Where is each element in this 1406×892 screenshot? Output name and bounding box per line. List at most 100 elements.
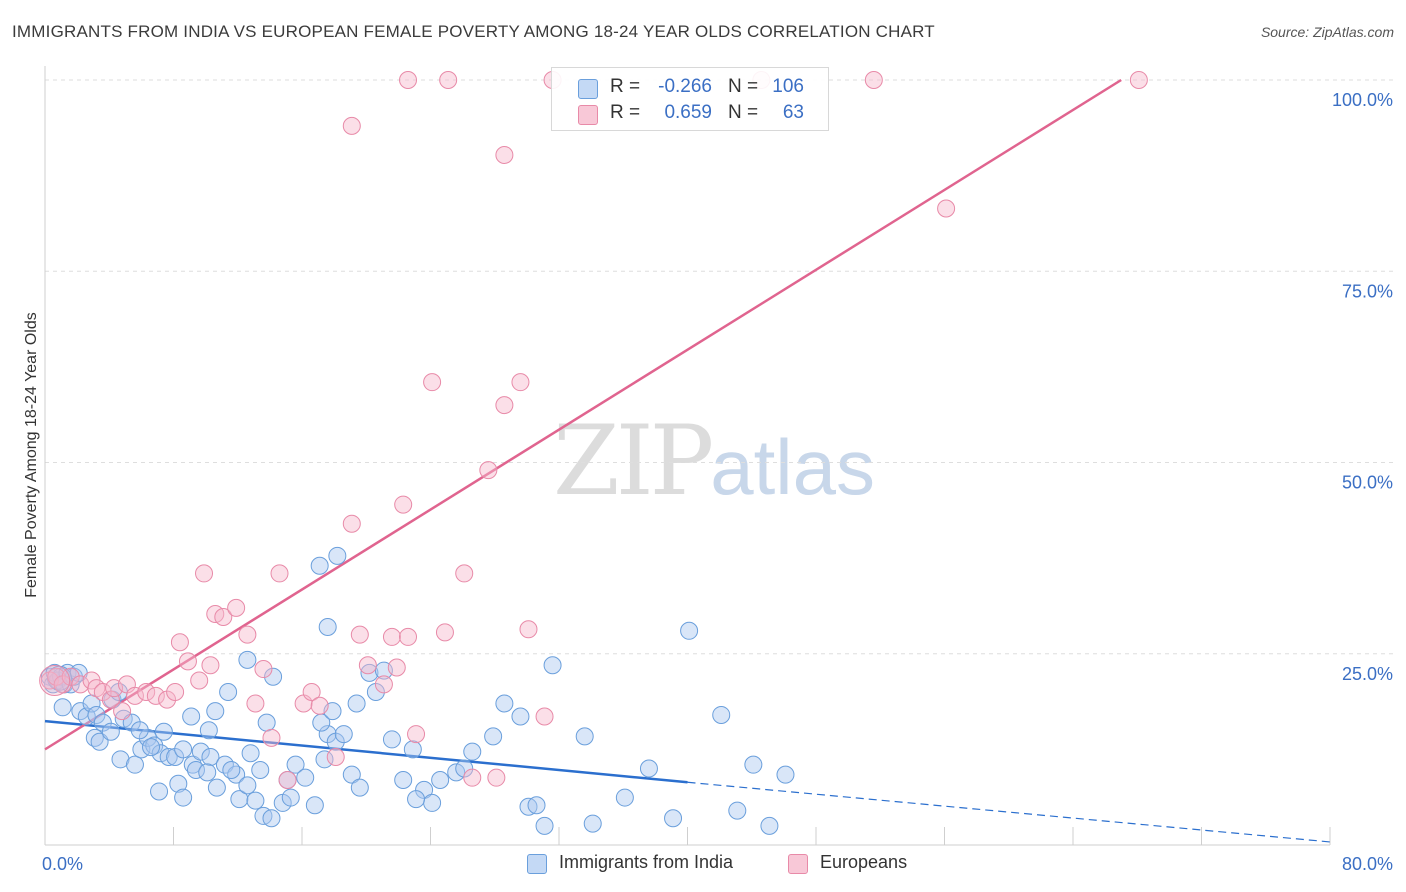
point-europeans-cluster: [39, 665, 71, 697]
point-europeans: [407, 725, 426, 744]
point-india: [241, 744, 260, 763]
point-europeans: [358, 656, 377, 675]
point-india: [423, 793, 442, 812]
series-europeans-points: [39, 71, 1148, 789]
point-europeans: [387, 658, 406, 677]
point-india: [334, 725, 353, 744]
point-india: [431, 770, 450, 789]
point-india: [664, 809, 683, 828]
watermark: ZIPatlas: [553, 405, 875, 517]
point-india: [150, 782, 169, 801]
point-india: [615, 788, 634, 807]
point-india: [407, 790, 426, 809]
point-europeans: [101, 690, 120, 709]
point-europeans: [113, 702, 132, 721]
point-europeans: [439, 71, 458, 89]
point-europeans: [201, 656, 220, 675]
point-india: [219, 683, 238, 701]
legend-r-value-europeans: 0.659: [664, 102, 712, 123]
point-india: [360, 663, 379, 682]
point-india: [305, 796, 324, 815]
point-europeans: [382, 627, 401, 646]
point-india: [394, 770, 413, 789]
point-india: [257, 713, 276, 732]
y-tick-label: 50.0%: [1342, 473, 1393, 493]
point-india: [262, 809, 281, 828]
y-tick-label: 25.0%: [1342, 664, 1393, 684]
watermark-atlas: atlas: [710, 423, 875, 511]
point-europeans: [47, 667, 66, 686]
point-europeans: [423, 373, 442, 392]
point-europeans: [342, 116, 361, 135]
chart-title: IMMIGRANTS FROM INDIA VS EUROPEAN FEMALE…: [12, 22, 935, 41]
point-europeans: [374, 675, 393, 694]
point-europeans: [342, 514, 361, 533]
bottom-legend-label-europeans: Europeans: [820, 852, 908, 872]
point-europeans: [864, 71, 883, 89]
point-europeans: [519, 620, 538, 639]
point-europeans: [227, 598, 246, 617]
point-europeans: [170, 633, 189, 652]
point-india: [296, 768, 315, 787]
point-india: [130, 721, 149, 740]
point-india: [342, 765, 361, 784]
point-europeans: [495, 145, 514, 164]
point-india: [53, 698, 72, 717]
point-europeans: [125, 686, 144, 705]
point-europeans: [190, 671, 209, 690]
point-europeans: [246, 694, 265, 713]
bottom-legend-swatch-europeans: [788, 854, 808, 874]
point-india: [728, 801, 747, 820]
point-europeans: [350, 625, 369, 644]
point-europeans: [435, 623, 454, 642]
point-india: [527, 796, 546, 815]
point-europeans: [302, 683, 321, 701]
point-india: [246, 791, 265, 810]
point-europeans: [254, 660, 273, 679]
point-europeans: [326, 748, 345, 767]
point-europeans: [455, 564, 474, 583]
point-india: [230, 790, 249, 809]
legend-swatch-europeans: [578, 105, 598, 125]
point-india: [238, 776, 257, 795]
bottom-legend-swatch-india: [527, 854, 547, 874]
source-credit: Source: ZipAtlas.com: [1260, 24, 1394, 40]
point-india: [760, 816, 779, 835]
legend-n-value-europeans: 63: [782, 102, 804, 123]
point-india: [403, 740, 422, 759]
point-europeans: [399, 71, 418, 89]
point-europeans: [487, 768, 506, 787]
y-tick-label: 75.0%: [1342, 281, 1393, 301]
point-india: [495, 694, 514, 713]
bottom-legend-label-india: Immigrants from India: [559, 852, 734, 872]
x-tick-label: 0.0%: [42, 854, 83, 874]
point-europeans: [937, 199, 956, 218]
point-europeans: [310, 696, 329, 715]
point-india: [535, 816, 554, 835]
point-europeans: [535, 707, 554, 726]
y-axis-title: Female Poverty Among 18-24 Year Olds: [23, 312, 40, 598]
point-europeans: [166, 683, 185, 701]
point-europeans: [394, 495, 413, 514]
point-india: [328, 546, 347, 565]
point-india: [484, 727, 503, 746]
point-india: [207, 778, 226, 797]
point-india: [174, 788, 193, 807]
point-india: [543, 656, 562, 675]
point-europeans: [278, 770, 297, 789]
trend-line-india-extension: [687, 781, 1331, 843]
point-india: [87, 705, 106, 724]
point-europeans: [195, 564, 214, 583]
point-india: [90, 732, 109, 751]
point-india: [744, 755, 763, 774]
point-india: [183, 755, 202, 774]
point-india: [101, 722, 120, 741]
point-europeans: [238, 625, 257, 644]
series-india-points: [40, 546, 795, 835]
legend-r-value-india: -0.266: [658, 76, 712, 97]
legend-r-label: R =: [610, 102, 641, 123]
tick-labels: 25.0% 50.0% 75.0% 100.0% 0.0% 80.0%: [42, 90, 1393, 874]
correlation-legend: R = -0.266 N = 106 R = 0.659 N = 63: [551, 67, 829, 131]
point-europeans: [214, 608, 233, 627]
